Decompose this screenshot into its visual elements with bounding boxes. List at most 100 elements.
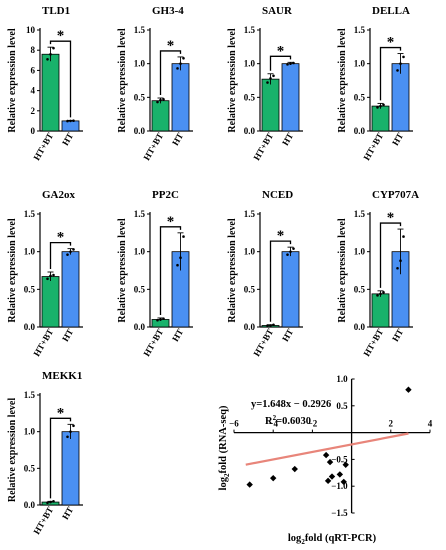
- y-tick-label: 6: [31, 65, 36, 75]
- bar-chart-gh3-4: GH3-4 Relative expression level 0.0 0.5 1.0 1…: [117, 5, 193, 162]
- significance-star: *: [277, 43, 285, 59]
- replicate-point: [272, 74, 275, 78]
- x-category-label: HT: [390, 131, 405, 147]
- data-point: [405, 386, 412, 393]
- replicate-point: [176, 67, 179, 70]
- x-category-label: HT: [60, 131, 75, 147]
- y-tick-label: 0.5: [134, 92, 146, 102]
- x-category-label: HT+BT: [32, 131, 56, 162]
- r-squared-text: R2=0.6030: [265, 414, 311, 427]
- y-axis-label: Relative expression level: [337, 28, 348, 132]
- y-tick-label: 0.5: [336, 401, 348, 411]
- regression-line: [245, 432, 409, 466]
- y-tick-label: 1.5: [134, 209, 146, 219]
- replicate-point: [292, 61, 295, 65]
- x-label-sub: 2: [301, 538, 305, 546]
- y-tick-label: 0: [31, 126, 36, 136]
- x-category-label: HT+BT: [142, 131, 166, 162]
- replicate-point: [46, 277, 49, 281]
- replicate-point: [49, 274, 52, 278]
- y-axis-label: Relative expression level: [7, 218, 18, 322]
- x-category-label: HT+BT: [252, 131, 276, 162]
- replicate-point: [399, 259, 402, 263]
- replicate-point: [286, 253, 289, 256]
- replicate-point: [72, 248, 75, 251]
- replicate-point: [46, 501, 49, 505]
- significance-bracket: [49, 242, 72, 270]
- bar-ht: [281, 251, 300, 328]
- y-tick-label: 1.5: [134, 25, 146, 35]
- replicate-point: [72, 424, 75, 428]
- significance-star: *: [277, 228, 285, 244]
- y-tick-label: 1.5: [244, 209, 256, 219]
- y-label-rest: fold (RNA-seq): [218, 405, 229, 473]
- replicate-point: [289, 62, 292, 65]
- y-label-sub: 2: [223, 473, 231, 477]
- y-tick-label: 0.0: [244, 126, 256, 136]
- significance-star: *: [57, 405, 65, 421]
- y-tick-label: 1.0: [336, 374, 348, 384]
- bar-chart-saur: SAUR Relative expression level 0.0 0.5 1.0 1.…: [227, 5, 303, 162]
- bar-chart-cyp707a: CYP707A Relative expression level 0.0 0.5 1.…: [337, 189, 419, 358]
- chart-title: GA2ox: [42, 189, 76, 201]
- y-tick-label: 1.5: [24, 390, 36, 400]
- data-point: [270, 474, 277, 482]
- replicate-point: [66, 253, 69, 256]
- significance-bracket: [159, 226, 182, 315]
- chart-title: SAUR: [262, 5, 293, 17]
- replicate-point: [176, 263, 179, 267]
- significance-bracket: [269, 240, 292, 322]
- y-tick-label: 1.0: [24, 247, 36, 257]
- r-value: =0.6030: [276, 416, 311, 427]
- significance-star: *: [387, 35, 395, 51]
- y-tick-label: 0.5: [354, 284, 366, 294]
- replicate-point: [72, 119, 75, 122]
- significance-star: *: [387, 210, 395, 226]
- replicate-point: [49, 500, 52, 504]
- x-category-label: HT: [60, 327, 75, 343]
- y-tick-label: 0.0: [354, 126, 366, 136]
- bar-chart-della: DELLA Relative expression level 0.0 0.5 1.0 1…: [337, 5, 413, 162]
- replicate-point: [156, 318, 159, 322]
- y-axis-label: Relative expression level: [7, 28, 18, 132]
- y-tick-label: 10: [26, 25, 36, 35]
- bar-ht-bt: [41, 53, 60, 132]
- y-axis-label: log2fold (RNA-seq): [218, 405, 231, 490]
- replicate-point: [66, 119, 69, 123]
- y-axis-label: Relative expression level: [227, 28, 238, 132]
- y-tick-label: 1.5: [354, 25, 366, 35]
- replicate-point: [182, 235, 185, 238]
- replicate-point: [379, 104, 382, 108]
- replicate-point: [402, 235, 405, 238]
- y-tick-label: 1.0: [244, 59, 256, 69]
- data-point: [328, 473, 336, 480]
- significance-bracket: [379, 222, 402, 288]
- x-category-label: HT: [390, 327, 405, 343]
- replicate-point: [292, 247, 295, 250]
- data-point: [324, 477, 332, 485]
- replicate-point: [69, 250, 72, 253]
- x-category-label: HT+BT: [362, 131, 386, 162]
- data-point: [291, 465, 298, 473]
- y-tick-label: 1.0: [134, 247, 146, 257]
- replicate-point: [179, 256, 182, 259]
- y-tick-label: 1.0: [354, 247, 366, 257]
- x-category-label: HT+BT: [32, 327, 56, 358]
- bar-ht-bt: [371, 105, 390, 132]
- replicate-point: [179, 62, 182, 65]
- scatter-chart: −6 −4 −2 2 4 1.0 0.5 −0.5 −1.0 −1.5 y=1.648x − 0.2…: [218, 374, 433, 546]
- y-tick-label: 1.0: [354, 59, 366, 69]
- significance-bracket: [379, 46, 402, 101]
- y-tick-label: 1.5: [354, 209, 366, 219]
- y-tick-label: 1.0: [244, 247, 256, 257]
- replicate-point: [162, 98, 165, 101]
- replicate-point: [159, 98, 162, 102]
- x-label-rest: fold (qRT-PCR): [305, 533, 377, 544]
- x-tick-label: −2: [308, 419, 318, 429]
- replicate-point: [399, 62, 402, 65]
- replicate-point: [396, 69, 399, 72]
- data-point: [326, 458, 334, 466]
- x-category-label: HT: [60, 505, 75, 521]
- replicate-point: [156, 100, 159, 104]
